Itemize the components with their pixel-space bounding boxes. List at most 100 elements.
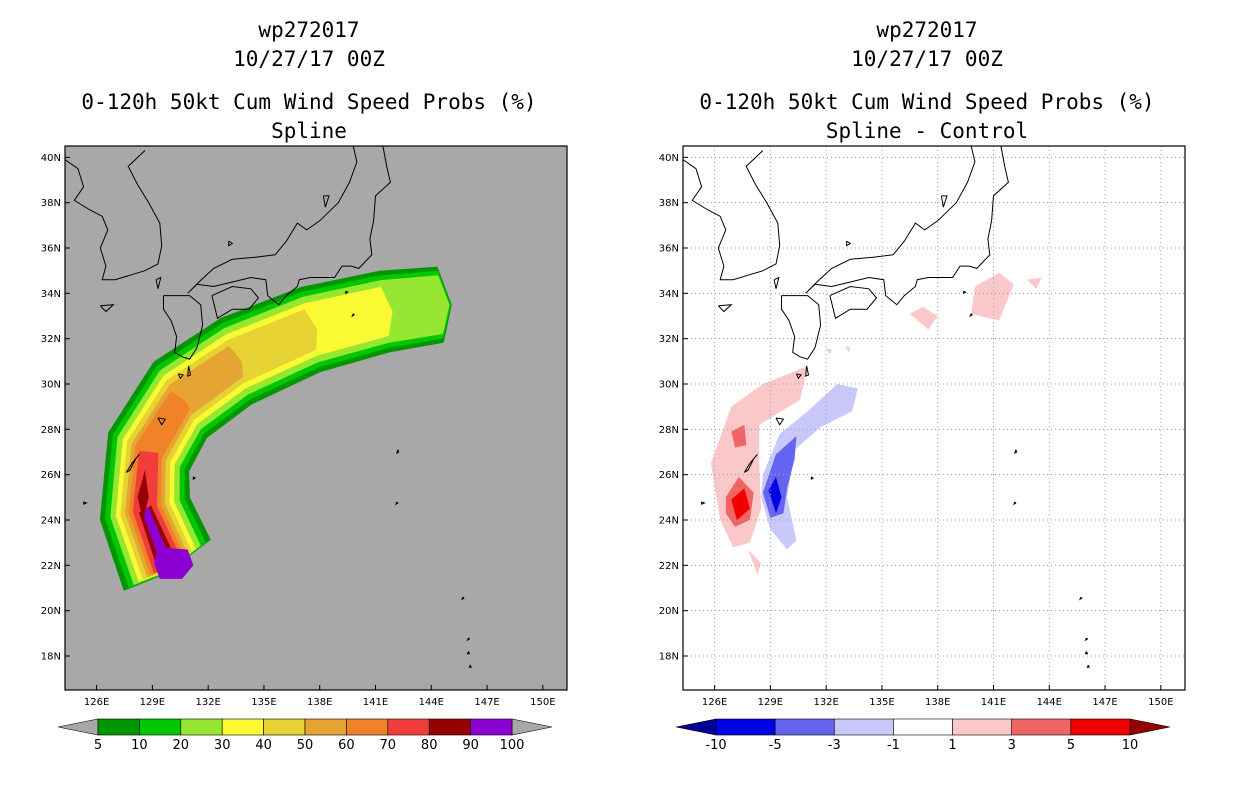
coastline (969, 313, 973, 318)
coastline (394, 501, 399, 506)
y-tick-label: 26N (659, 470, 679, 481)
prob-contour-80-core (137, 470, 149, 520)
coastline (466, 651, 471, 655)
coastline (187, 146, 391, 306)
colorbar-swatch (387, 718, 430, 736)
x-tick-label: 129E (758, 697, 783, 708)
y-tick-label: 38N (659, 198, 679, 209)
chart-title-line-3: 0-120h 50kt Cum Wind Speed Probs (%) (81, 90, 537, 114)
coastline (743, 453, 758, 473)
colorbar-swatch (180, 718, 223, 736)
coastline (1086, 664, 1090, 668)
diff-area-positive-1 (826, 347, 832, 355)
coastline (163, 295, 204, 360)
left-panel: wp272017 10/27/17 00Z 0-120h 50kt Cum Wi… (81, 18, 537, 143)
colorbar-swatch (774, 718, 835, 736)
coastline (83, 501, 88, 505)
coastline (805, 146, 1009, 306)
y-tick-label: 20N (659, 606, 679, 617)
coastline (1078, 596, 1083, 601)
colorbar-swatch (952, 718, 1013, 736)
coastline (717, 304, 733, 313)
coastline (781, 295, 822, 360)
x-tick-label: 141E (363, 697, 388, 708)
diff-area-positive-3 (731, 424, 747, 448)
colorbar-swatch (893, 718, 953, 736)
chart-subtitle: Spline - Control (825, 119, 1029, 143)
plot-area (683, 146, 1185, 690)
y-tick-label: 18N (41, 652, 61, 663)
y-tick-label: 34N (659, 289, 679, 300)
colorbar-underflow (57, 718, 99, 736)
x-tick-label: 138E (307, 697, 332, 708)
prob-contour-40 (120, 309, 318, 580)
diff-area-positive-1 (971, 272, 1014, 321)
colorbar-overflow (1129, 718, 1171, 736)
coastline (829, 285, 878, 320)
y-tick-label: 20N (41, 606, 61, 617)
colorbar-label: 5 (1067, 738, 1075, 753)
coastline (177, 373, 184, 380)
x-tick-label: 141E (981, 697, 1006, 708)
colorbar-label: -1 (887, 738, 900, 753)
y-tick-label: 36N (659, 244, 679, 255)
colorbar-swatch (470, 718, 513, 736)
coastline (1012, 501, 1017, 506)
diff-area-positive-1 (748, 549, 762, 575)
plot-frame (64, 145, 568, 691)
diff-area-positive-5 (731, 488, 750, 520)
colorbar-label: 40 (255, 738, 272, 753)
x-tick-label: 126E (84, 697, 109, 708)
colorbar-label: 100 (500, 738, 525, 753)
prob-contour-20 (110, 275, 450, 585)
chart-title-line-2: 10/27/17 00Z (851, 47, 1003, 71)
colorbar-swatch (304, 718, 347, 736)
y-tick-label: 26N (41, 470, 61, 481)
diff-area-negative-1 (761, 384, 858, 550)
chart-title-line-1: wp272017 (258, 18, 360, 42)
coastline (1084, 637, 1089, 642)
right-panel: wp272017 10/27/17 00Z 0-120h 50kt Cum Wi… (618, 0, 1236, 800)
coastline (322, 195, 330, 208)
colorbar-label: -3 (828, 738, 841, 753)
coastline (99, 304, 115, 313)
colorbar-label: -10 (705, 738, 726, 753)
colorbar-label: 1 (948, 738, 956, 753)
colorbar-underflow (675, 718, 717, 736)
colorbar-swatch (139, 718, 182, 736)
colorbar-swatch (221, 718, 264, 736)
x-tick-label: 132E (813, 697, 838, 708)
plot-area (65, 146, 472, 668)
y-tick-label: 34N (41, 289, 61, 300)
coastline (466, 637, 471, 642)
x-tick-label: 144E (1037, 697, 1062, 708)
coastline (683, 150, 781, 281)
colorbar-swatch (428, 718, 471, 736)
diff-area-positive-1 (909, 306, 938, 330)
x-tick-label: 147E (474, 697, 499, 708)
coastline (228, 240, 234, 247)
y-tick-label: 30N (659, 380, 679, 391)
colorbar-label: -5 (769, 738, 782, 753)
y-tick-label: 38N (41, 198, 61, 209)
coastline (1084, 651, 1089, 655)
colorbar-label: 5 (94, 738, 102, 753)
y-tick-label: 32N (41, 334, 61, 345)
colorbar-swatch (346, 718, 389, 736)
x-tick-label: 150E (1148, 697, 1173, 708)
chart-title-line-1: wp272017 (876, 18, 978, 42)
coastline (805, 365, 810, 377)
y-tick-label: 22N (41, 561, 61, 572)
coastline (460, 596, 465, 601)
colorbar-label: 3 (1008, 738, 1016, 753)
colorbar-overflow (511, 718, 553, 736)
y-tick-label: 32N (659, 334, 679, 345)
coastline (468, 664, 472, 668)
x-tick-label: 135E (869, 697, 894, 708)
coastline (155, 276, 162, 289)
y-tick-label: 24N (659, 516, 679, 527)
coastline (192, 476, 197, 481)
chart-subtitle: Spline (271, 119, 347, 143)
coastline (157, 417, 167, 426)
